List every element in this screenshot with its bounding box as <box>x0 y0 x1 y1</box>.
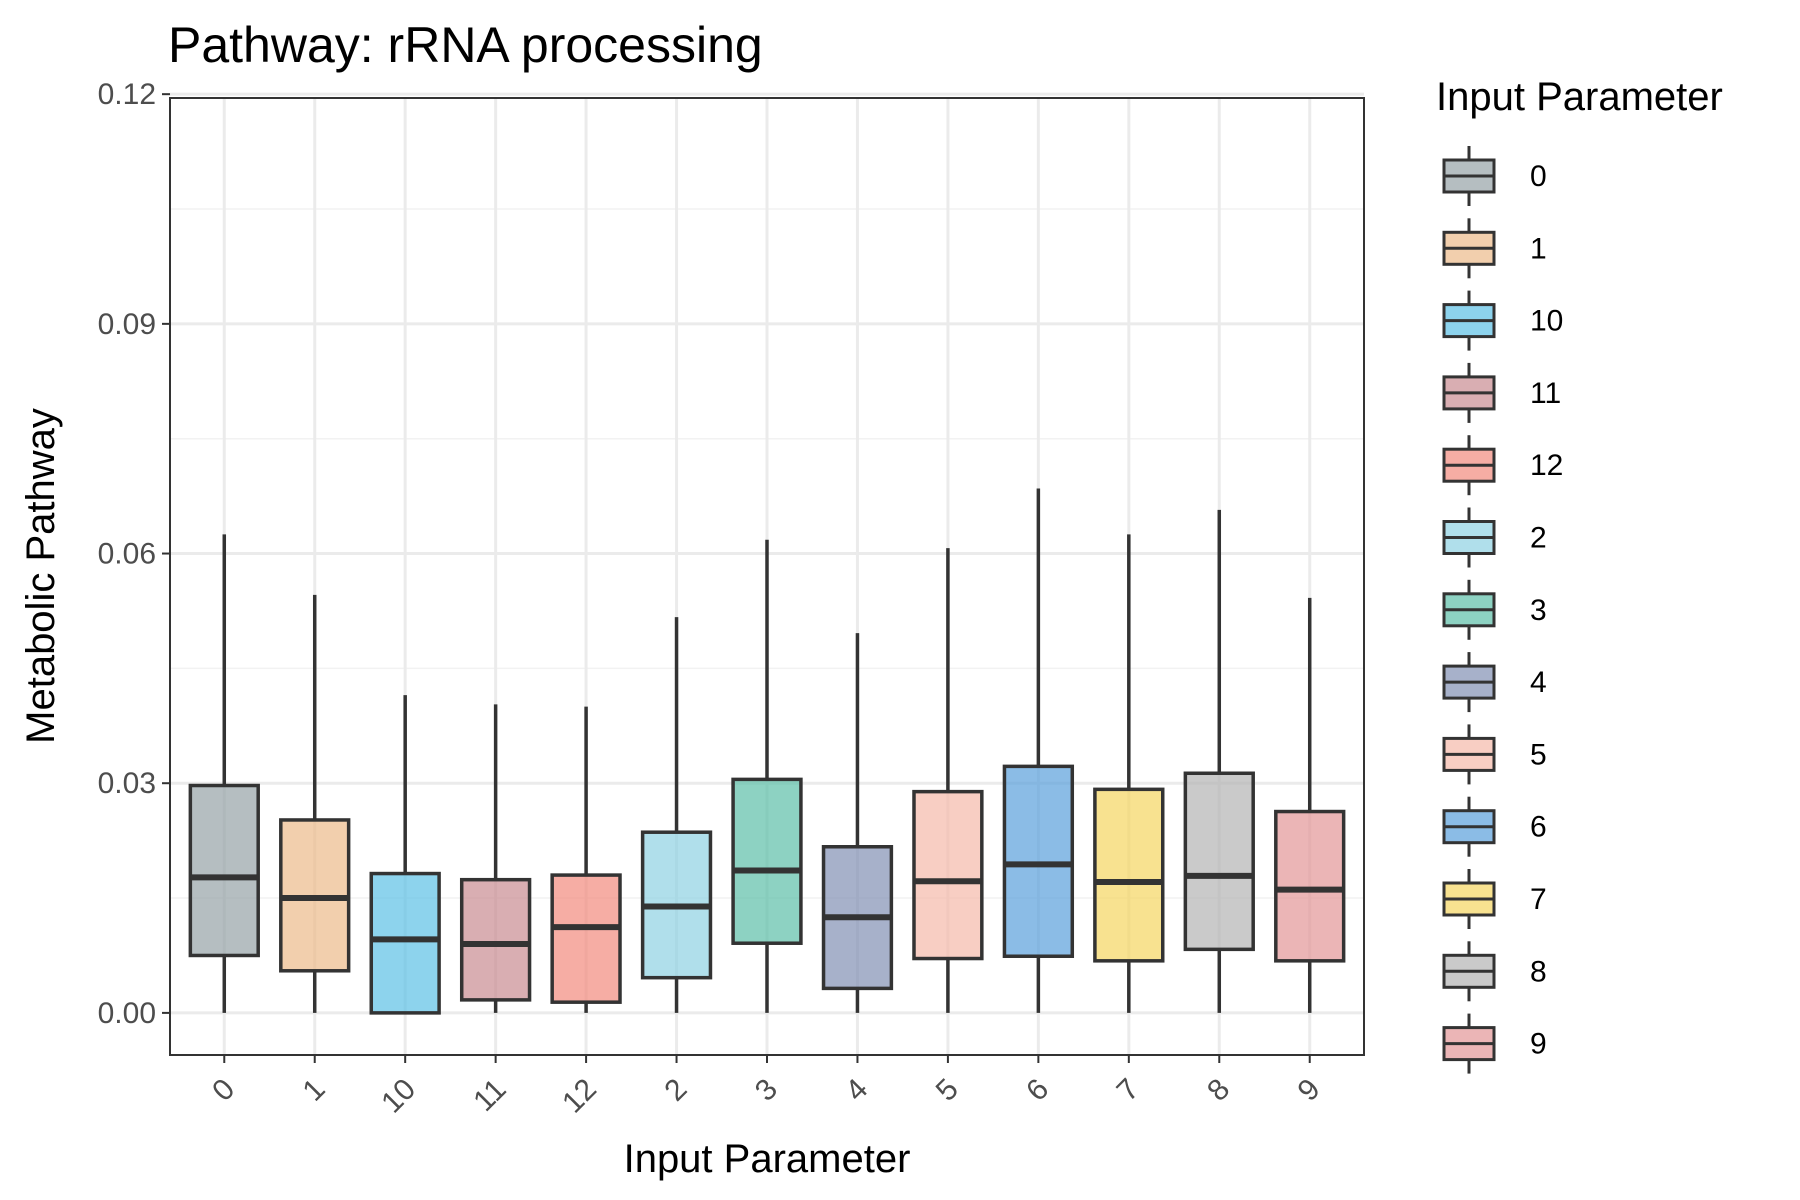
legend-label: 8 <box>1530 955 1547 988</box>
x-tick-label: 3 <box>749 1073 784 1108</box>
legend-label: 4 <box>1530 666 1547 699</box>
box-3 <box>731 539 803 1013</box>
legend-item-7: 7 <box>1442 869 1547 929</box>
box-5 <box>912 548 984 1013</box>
x-tick-label: 8 <box>1201 1073 1236 1108</box>
iqr-box <box>550 873 622 1004</box>
x-tick-label: 9 <box>1292 1073 1327 1108</box>
legend-label: 3 <box>1530 594 1547 627</box>
box-9 <box>1274 597 1346 1013</box>
iqr-box <box>912 789 984 961</box>
x-tick-label: 12 <box>556 1073 603 1120</box>
legend-label: 7 <box>1530 883 1547 916</box>
box-4 <box>821 633 894 1013</box>
iqr-box <box>731 777 803 945</box>
iqr-box <box>459 877 532 1002</box>
legend-label: 1 <box>1530 232 1547 265</box>
x-tick-label: 7 <box>1111 1073 1146 1108</box>
legend-label: 2 <box>1530 522 1547 555</box>
iqr-box <box>188 783 260 958</box>
legend-item-2: 2 <box>1442 507 1547 568</box>
legend-label: 12 <box>1530 449 1563 482</box>
x-tick-label: 4 <box>839 1073 874 1108</box>
plot-panel <box>169 92 1365 1056</box>
iqr-box <box>1093 787 1165 963</box>
x-tick-label: 5 <box>930 1073 965 1108</box>
iqr-box <box>369 871 441 1015</box>
box-10 <box>369 695 441 1015</box>
box-12 <box>550 706 622 1013</box>
chart-title: Pathway: rRNA processing <box>168 17 763 73</box>
y-tick-label: 0.09 <box>98 308 156 341</box>
x-axis-title: Input Parameter <box>624 1137 911 1181</box>
x-tick-label: 10 <box>375 1073 422 1120</box>
legend-label: 5 <box>1530 738 1547 771</box>
box-8 <box>1183 509 1255 1013</box>
legend-title: Input Parameter <box>1436 75 1723 119</box>
y-tick-label: 0.12 <box>98 78 156 111</box>
y-axis-title: Metabolic Pathway <box>19 408 63 744</box>
legend-item-1: 1 <box>1442 218 1547 279</box>
legend-items: 0 1 10 11 12 2 3 4 5 6 7 8 9 <box>1442 146 1563 1074</box>
x-axis: 0 1 10 11 12 2 3 4 5 6 7 8 9 <box>206 1055 1327 1120</box>
box-series <box>188 488 1346 1015</box>
x-tick-label: 0 <box>206 1073 241 1108</box>
legend-label: 9 <box>1530 1028 1547 1061</box>
iqr-box <box>1183 771 1255 952</box>
legend-item-3: 3 <box>1442 579 1547 640</box>
legend-item-0: 0 <box>1442 146 1547 206</box>
legend-item-4: 4 <box>1442 652 1547 713</box>
legend: Input Parameter 0 1 10 11 12 2 3 4 5 6 7 8 9 <box>1436 75 1723 1074</box>
legend-label: 6 <box>1530 811 1547 844</box>
x-tick-label: 6 <box>1020 1073 1055 1108</box>
box-11 <box>459 704 532 1013</box>
y-tick-label: 0.03 <box>98 767 156 800</box>
legend-item-9: 9 <box>1442 1013 1547 1074</box>
iqr-box <box>1274 809 1346 963</box>
legend-item-11: 11 <box>1442 362 1561 423</box>
box-2 <box>640 617 713 1013</box>
legend-item-8: 8 <box>1442 941 1547 1002</box>
box-0 <box>188 534 260 1013</box>
x-tick-label: 2 <box>658 1073 693 1108</box>
legend-item-5: 5 <box>1442 724 1547 785</box>
x-tick-label: 11 <box>467 1073 512 1118</box>
y-tick-label: 0.00 <box>98 997 156 1030</box>
legend-item-6: 6 <box>1442 796 1547 857</box>
legend-item-12: 12 <box>1442 435 1563 496</box>
x-tick-label: 1 <box>297 1073 332 1108</box>
legend-label: 10 <box>1530 305 1563 338</box>
legend-label: 11 <box>1530 377 1561 410</box>
y-axis: 0.00 0.03 0.06 0.09 0.12 <box>98 78 170 1030</box>
box-6 <box>1002 488 1075 1013</box>
box-7 <box>1093 534 1165 1013</box>
y-tick-label: 0.06 <box>98 538 156 571</box>
legend-item-10: 10 <box>1442 290 1563 351</box>
legend-label: 0 <box>1530 160 1547 193</box>
iqr-box <box>1002 764 1075 958</box>
box-1 <box>279 594 351 1013</box>
